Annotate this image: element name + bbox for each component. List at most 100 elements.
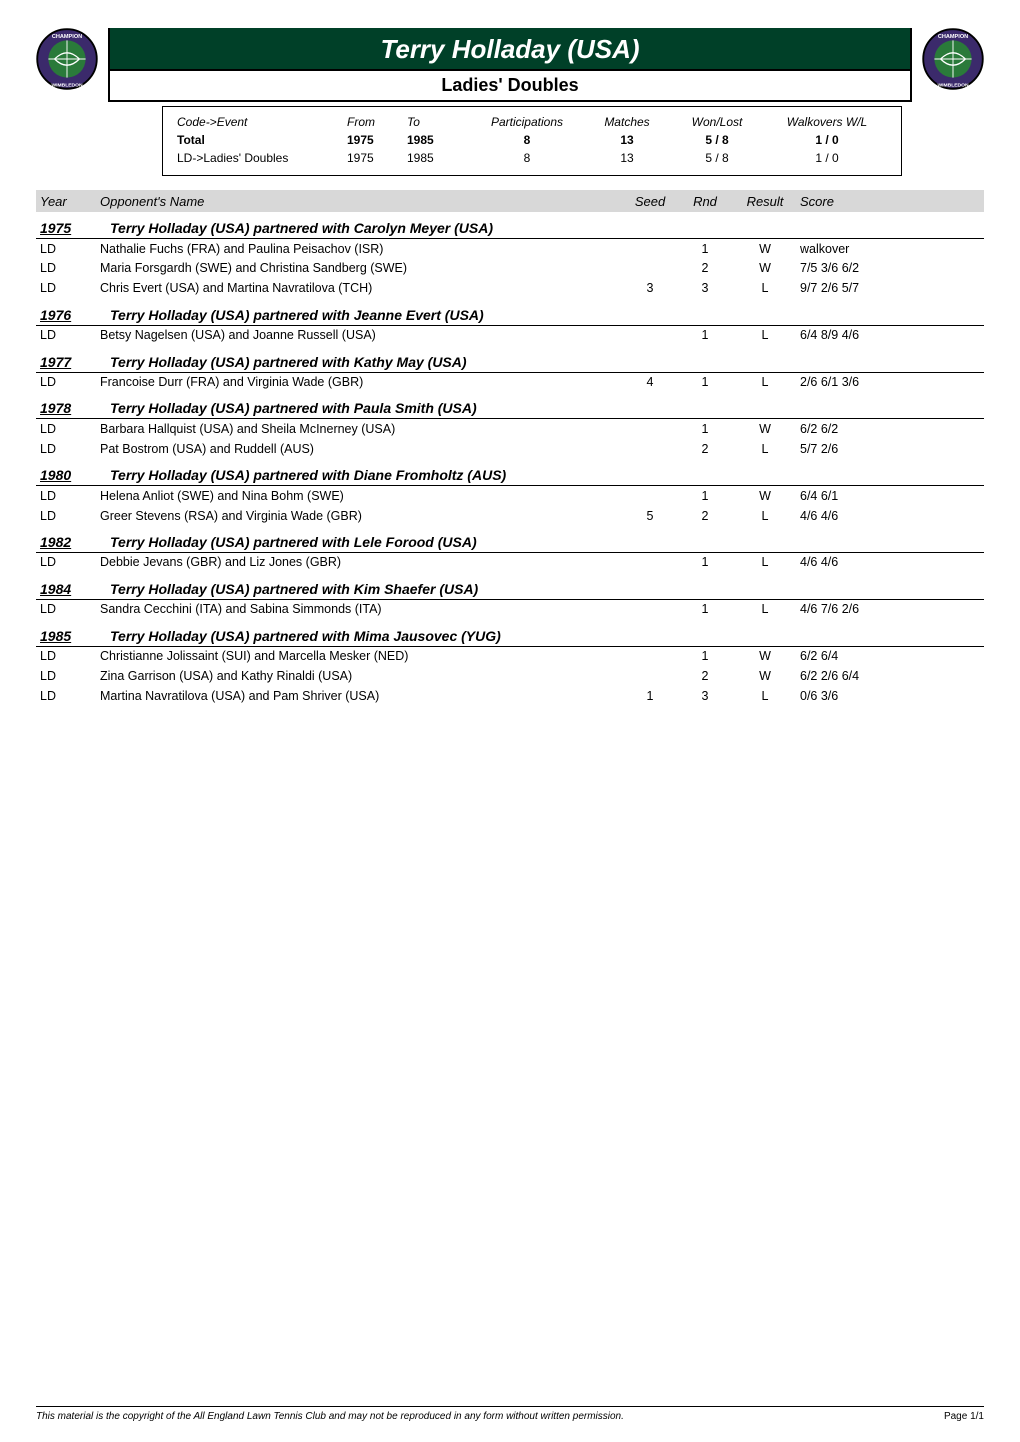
stats-participations: 8 xyxy=(467,149,587,167)
year-header: 1984 Terry Holladay (USA) partnered with … xyxy=(36,575,984,600)
stats-row: Total197519858135 / 81 / 0 xyxy=(177,131,887,149)
match-code: LD xyxy=(40,508,100,525)
match-seed xyxy=(620,668,680,685)
match-score: 7/5 3/6 6/2 xyxy=(800,260,920,277)
match-code: LD xyxy=(40,554,100,571)
stats-participations: 8 xyxy=(467,131,587,149)
match-score: 5/7 2/6 xyxy=(800,441,920,458)
year-label: 1980 xyxy=(40,467,100,483)
partnered-text: Terry Holladay (USA) partnered with Kath… xyxy=(110,354,980,370)
match-row: LDChristianne Jolissaint (SUI) and Marce… xyxy=(36,647,984,667)
match-pad xyxy=(920,668,980,685)
match-opponent: Nathalie Fuchs (FRA) and Paulina Peisach… xyxy=(100,241,620,258)
year-label: 1976 xyxy=(40,307,100,323)
match-opponent: Christianne Jolissaint (SUI) and Marcell… xyxy=(100,648,620,665)
match-result: W xyxy=(730,241,800,258)
match-seed: 3 xyxy=(620,280,680,297)
stats-from: 1975 xyxy=(347,131,407,149)
col-year: Year xyxy=(40,194,100,209)
match-seed xyxy=(620,554,680,571)
footer-copyright: This material is the copyright of the Al… xyxy=(36,1411,624,1422)
match-row: LDBarbara Hallquist (USA) and Sheila McI… xyxy=(36,419,984,439)
svg-text:WIMBLEDON: WIMBLEDON xyxy=(937,82,969,88)
year-label: 1982 xyxy=(40,534,100,550)
match-score: 6/2 2/6 6/4 xyxy=(800,668,920,685)
match-row: LDZina Garrison (USA) and Kathy Rinaldi … xyxy=(36,667,984,687)
match-rnd: 1 xyxy=(680,327,730,344)
match-result: L xyxy=(730,508,800,525)
partnered-text: Terry Holladay (USA) partnered with Caro… xyxy=(110,220,980,236)
match-opponent: Francoise Durr (FRA) and Virginia Wade (… xyxy=(100,374,620,391)
stats-won-lost: 5 / 8 xyxy=(667,131,767,149)
wimbledon-logo-right: CHAMPION WIMBLEDON xyxy=(922,28,984,90)
col-score: Score xyxy=(800,194,920,209)
match-pad xyxy=(920,241,980,258)
year-header: 1980Terry Holladay (USA) partnered with … xyxy=(36,461,984,486)
stats-walkovers: 1 / 0 xyxy=(767,131,887,149)
match-row: LDGreer Stevens (RSA) and Virginia Wade … xyxy=(36,506,984,526)
match-rnd: 2 xyxy=(680,668,730,685)
stats-header-walkovers: Walkovers W/L xyxy=(767,113,887,131)
partnered-text: Terry Holladay (USA) partnered with Mima… xyxy=(110,628,980,644)
year-label: 1977 xyxy=(40,354,100,370)
year-header: 1976 Terry Holladay (USA) partnered with … xyxy=(36,301,984,326)
match-seed xyxy=(620,441,680,458)
stats-header-won-lost: Won/Lost xyxy=(667,113,767,131)
match-row: LDDebbie Jevans (GBR) and Liz Jones (GBR… xyxy=(36,553,984,573)
col-result: Result xyxy=(730,194,800,209)
match-score: 2/6 6/1 3/6 xyxy=(800,374,920,391)
year-label: 1985 xyxy=(40,628,100,644)
match-opponent: Debbie Jevans (GBR) and Liz Jones (GBR) xyxy=(100,554,620,571)
match-code: LD xyxy=(40,441,100,458)
match-code: LD xyxy=(40,280,100,297)
match-row: LDChris Evert (USA) and Martina Navratil… xyxy=(36,279,984,299)
match-rnd: 2 xyxy=(680,441,730,458)
match-row: LDPat Bostrom (USA) and Ruddell (AUS)2L5… xyxy=(36,439,984,459)
match-row: LDHelena Anliot (SWE) and Nina Bohm (SWE… xyxy=(36,486,984,506)
svg-text:CHAMPION: CHAMPION xyxy=(938,34,968,40)
partnered-text: Terry Holladay (USA) partnered with Kim … xyxy=(110,581,980,597)
stats-header-from: From xyxy=(347,113,407,131)
match-opponent: Pat Bostrom (USA) and Ruddell (AUS) xyxy=(100,441,620,458)
partnered-text: Terry Holladay (USA) partnered with Lele… xyxy=(110,534,980,550)
match-pad xyxy=(920,441,980,458)
match-opponent: Greer Stevens (RSA) and Virginia Wade (G… xyxy=(100,508,620,525)
match-code: LD xyxy=(40,648,100,665)
match-rnd: 1 xyxy=(680,488,730,505)
match-seed: 1 xyxy=(620,688,680,705)
match-score: 0/6 3/6 xyxy=(800,688,920,705)
year-label: 1984 xyxy=(40,581,100,597)
match-pad xyxy=(920,260,980,277)
partnered-text: Terry Holladay (USA) partnered with Jean… xyxy=(110,307,980,323)
match-pad xyxy=(920,374,980,391)
match-score: walkover xyxy=(800,241,920,258)
year-header: 1977 Terry Holladay (USA) partnered with … xyxy=(36,348,984,373)
match-pad xyxy=(920,327,980,344)
match-rnd: 1 xyxy=(680,648,730,665)
match-pad xyxy=(920,601,980,618)
match-result: L xyxy=(730,374,800,391)
stats-header-participations: Participations xyxy=(467,113,587,131)
match-seed xyxy=(620,260,680,277)
stats-header-row: Code->Event From To Participations Match… xyxy=(177,113,887,131)
year-header: 1975Terry Holladay (USA) partnered with … xyxy=(36,214,984,239)
year-header: 1985 Terry Holladay (USA) partnered with … xyxy=(36,622,984,647)
match-score: 6/4 6/1 xyxy=(800,488,920,505)
page-subtitle: Ladies' Doubles xyxy=(110,69,910,102)
match-opponent: Betsy Nagelsen (USA) and Joanne Russell … xyxy=(100,327,620,344)
match-seed xyxy=(620,241,680,258)
match-opponent: Helena Anliot (SWE) and Nina Bohm (SWE) xyxy=(100,488,620,505)
match-code: LD xyxy=(40,488,100,505)
stats-from: 1975 xyxy=(347,149,407,167)
year-header: 1978Terry Holladay (USA) partnered with … xyxy=(36,394,984,419)
match-code: LD xyxy=(40,688,100,705)
match-pad xyxy=(920,280,980,297)
match-score: 6/4 8/9 4/6 xyxy=(800,327,920,344)
stats-header-code-event: Code->Event xyxy=(177,113,347,131)
match-code: LD xyxy=(40,601,100,618)
stats-label: LD->Ladies' Doubles xyxy=(177,149,347,167)
match-result: W xyxy=(730,421,800,438)
match-pad xyxy=(920,554,980,571)
match-rnd: 3 xyxy=(680,688,730,705)
stats-box: Code->Event From To Participations Match… xyxy=(162,106,902,176)
